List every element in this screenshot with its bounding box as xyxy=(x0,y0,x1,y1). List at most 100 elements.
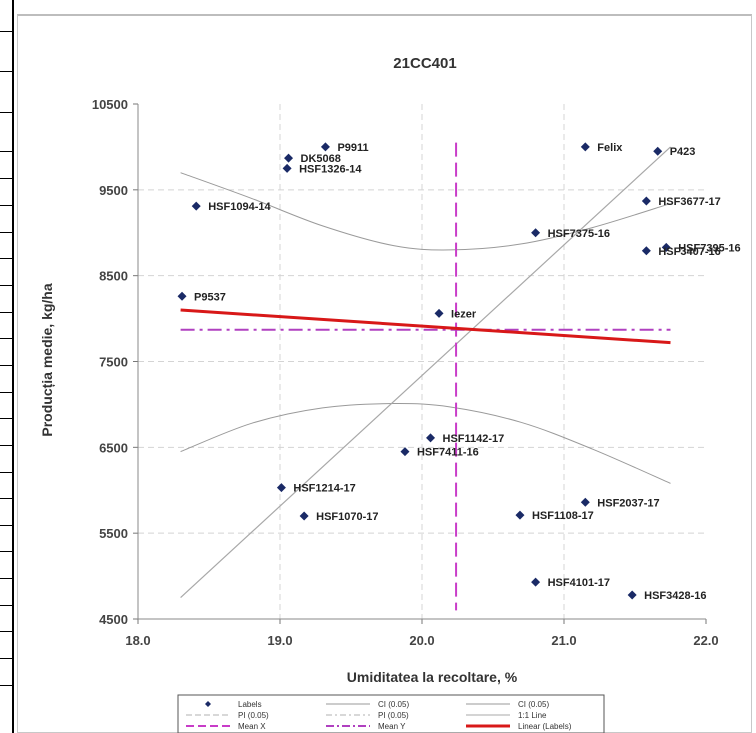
point-label: HSF1214-17 xyxy=(293,483,355,495)
legend-label: PI (0.05) xyxy=(378,711,409,720)
data-point xyxy=(400,447,410,457)
chart-legend: Labels CI (0.05) CI (0.05) PI (0.05) PI (0.0… xyxy=(177,694,605,733)
legend-label: Linear (Labels) xyxy=(518,722,572,731)
row-divider xyxy=(0,605,12,606)
data-point xyxy=(641,246,651,256)
point-label: HSF1070-17 xyxy=(316,511,378,523)
data-point xyxy=(661,242,671,252)
linear-fit-line xyxy=(180,308,671,345)
axes: 4500 5500 6500 7500 8500 9500 10500 18.0 19.0 20.… xyxy=(92,97,719,648)
data-points xyxy=(177,142,671,600)
data-point xyxy=(641,196,651,206)
row-divider xyxy=(0,685,12,686)
data-point xyxy=(434,308,444,318)
row-divider xyxy=(0,418,12,419)
legend-label: CI (0.05) xyxy=(518,700,549,709)
legend-label: Mean X xyxy=(238,722,266,731)
chart-frame[interactable] xyxy=(17,14,752,733)
x-tick-label: 22.0 xyxy=(693,633,718,648)
point-label: HSF1142-17 xyxy=(443,433,505,445)
data-point xyxy=(531,577,541,587)
data-point xyxy=(426,433,436,443)
row-divider xyxy=(0,232,12,233)
row-divider xyxy=(0,151,12,152)
legend-marker xyxy=(205,701,211,707)
row-divider xyxy=(0,365,12,366)
row-divider xyxy=(0,498,12,499)
point-label: HSF7395-16 xyxy=(678,242,740,254)
y-tick-label: 7500 xyxy=(99,355,128,370)
data-point xyxy=(284,153,294,163)
row-divider xyxy=(0,258,12,259)
point-label: HSF3428-16 xyxy=(644,590,706,602)
row-divider xyxy=(0,285,12,286)
point-label: HSF7375-16 xyxy=(548,228,610,240)
regression-curves xyxy=(180,142,671,611)
point-label: HSF3677-17 xyxy=(658,196,720,208)
row-divider xyxy=(0,445,12,446)
row-divider xyxy=(0,178,12,179)
row-divider xyxy=(0,551,12,552)
x-axis-label: Umiditatea la recoltare, % xyxy=(347,669,518,685)
point-label: P9537 xyxy=(194,291,226,303)
data-point xyxy=(276,483,286,493)
y-tick-label: 6500 xyxy=(99,440,128,455)
legend-label: Labels xyxy=(238,700,262,709)
row-divider xyxy=(0,472,12,473)
point-label: DK5068 xyxy=(301,153,341,165)
point-label: P423 xyxy=(670,146,696,158)
data-point xyxy=(177,291,187,301)
legend-label: PI (0.05) xyxy=(238,711,269,720)
ci-lower-curve xyxy=(180,403,671,484)
data-point xyxy=(191,201,201,211)
x-tick-label: 21.0 xyxy=(551,633,576,648)
data-point xyxy=(320,142,330,152)
row-divider xyxy=(0,312,12,313)
data-point xyxy=(653,146,663,156)
data-point xyxy=(580,142,590,152)
y-tick-label: 10500 xyxy=(92,97,128,112)
y-tick-label: 5500 xyxy=(99,526,128,541)
x-tick-label: 19.0 xyxy=(267,633,292,648)
row-divider xyxy=(0,631,12,632)
row-divider xyxy=(0,338,12,339)
ci-upper-curve xyxy=(180,172,671,251)
y-tick-label: 4500 xyxy=(99,612,128,627)
chart-title: 21CC401 xyxy=(393,55,456,72)
row-divider xyxy=(0,31,12,32)
point-label: HSF7411-16 xyxy=(417,447,479,459)
legend-label: 1:1 Line xyxy=(518,711,547,720)
y-tick-label: 9500 xyxy=(99,183,128,198)
y-tick-label: 8500 xyxy=(99,269,128,284)
row-divider xyxy=(0,112,12,113)
row-divider xyxy=(0,525,12,526)
data-point xyxy=(580,497,590,507)
point-label: HSF1094-14 xyxy=(208,201,271,213)
x-tick-label: 18.0 xyxy=(125,633,150,648)
point-label: HSF1108-17 xyxy=(532,510,594,522)
point-label: HSF3407-16 xyxy=(658,246,720,258)
spreadsheet-row-edge xyxy=(0,0,14,733)
row-divider xyxy=(0,658,12,659)
point-label: HSF1326-14 xyxy=(299,163,362,175)
row-divider xyxy=(0,71,12,72)
row-divider xyxy=(0,578,12,579)
data-point xyxy=(531,228,541,238)
legend-box xyxy=(177,694,605,733)
data-point xyxy=(282,163,292,173)
legend-label: Mean Y xyxy=(378,722,406,731)
row-divider xyxy=(0,392,12,393)
legend-label: CI (0.05) xyxy=(378,700,409,709)
point-label: Iezer xyxy=(451,308,477,320)
point-label: HSF2037-17 xyxy=(597,497,659,509)
point-label: P9911 xyxy=(337,142,368,154)
row-divider xyxy=(0,205,12,206)
data-point xyxy=(627,590,637,600)
y-axis-label: Producția medie, kg/ha xyxy=(39,283,55,436)
one-to-one-line xyxy=(180,146,671,598)
data-point xyxy=(299,511,309,521)
grid-lines xyxy=(138,104,706,619)
